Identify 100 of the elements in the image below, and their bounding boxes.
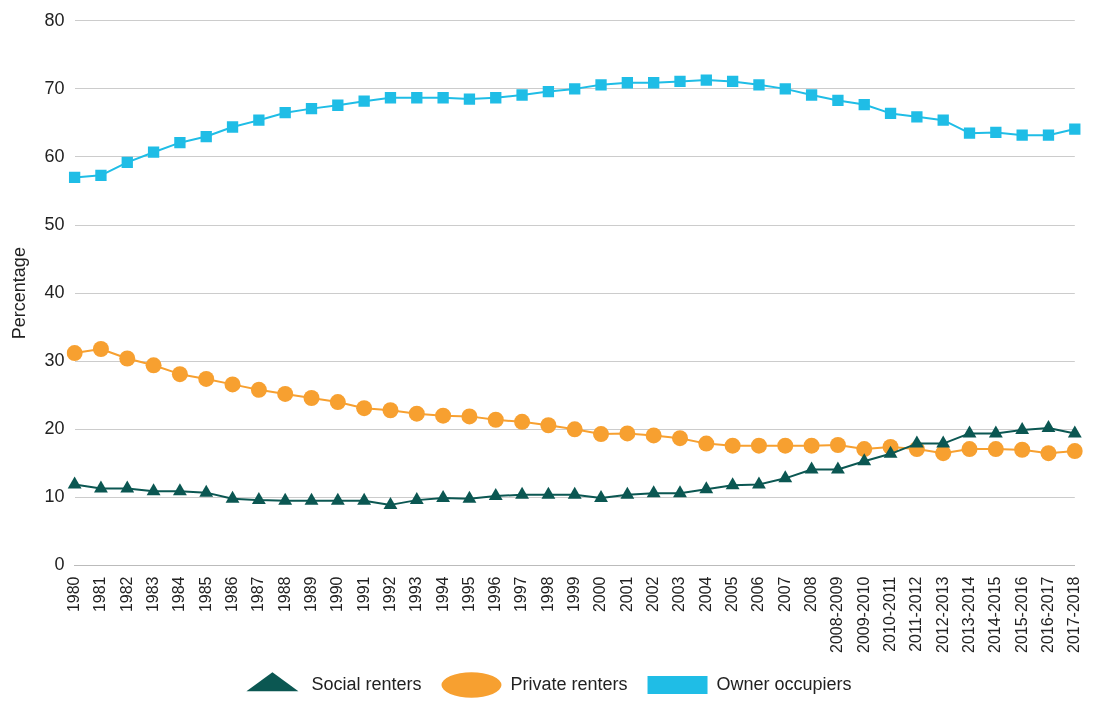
point xyxy=(329,394,346,411)
point xyxy=(541,486,556,499)
x-tick-label: 2011-2012 xyxy=(907,576,925,652)
point xyxy=(936,435,951,448)
x-tick-label: 1981 xyxy=(91,576,109,613)
point xyxy=(963,127,976,139)
x-tick-label: 1986 xyxy=(222,576,240,613)
x-tick-label: 2001 xyxy=(617,576,635,613)
x-tick-label: 2015-2016 xyxy=(1012,576,1030,653)
point xyxy=(988,425,1003,438)
point xyxy=(671,430,688,447)
y-tick-label: 50 xyxy=(44,214,65,235)
point xyxy=(1066,443,1083,460)
point xyxy=(987,441,1004,458)
y-tick-label: 60 xyxy=(44,145,65,166)
y-tick-label: 40 xyxy=(44,282,65,303)
point xyxy=(884,107,897,120)
point xyxy=(778,470,793,483)
point xyxy=(830,461,845,474)
point xyxy=(725,477,740,490)
point xyxy=(832,94,844,107)
point xyxy=(303,389,320,406)
point xyxy=(805,89,818,101)
point xyxy=(461,408,478,425)
y-tick-label: 30 xyxy=(44,350,65,371)
point xyxy=(94,480,108,493)
point xyxy=(171,366,188,383)
y-tick-label: 20 xyxy=(44,418,65,439)
point xyxy=(383,496,398,509)
x-tick-label: 2010-2011 xyxy=(880,576,898,652)
point xyxy=(542,85,555,98)
x-tick-label: 2002 xyxy=(644,576,662,613)
x-tick-label: 1996 xyxy=(486,576,504,613)
point xyxy=(567,486,582,499)
point xyxy=(858,98,870,111)
point xyxy=(803,437,820,454)
y-axis-title: Percentage xyxy=(8,247,29,340)
point xyxy=(174,137,186,149)
point xyxy=(436,490,451,503)
point xyxy=(621,77,634,89)
point xyxy=(619,425,636,442)
point xyxy=(962,425,977,438)
point xyxy=(673,485,687,498)
point xyxy=(330,492,345,505)
x-tick-label: 2016-2017 xyxy=(1038,576,1056,653)
point xyxy=(700,74,712,86)
point xyxy=(857,453,872,466)
point xyxy=(463,93,476,105)
point xyxy=(382,402,399,419)
point xyxy=(226,121,239,133)
x-tick-label: 1991 xyxy=(354,576,372,613)
point xyxy=(92,340,109,357)
x-tick-label: 1985 xyxy=(196,576,214,613)
point xyxy=(594,490,608,503)
point xyxy=(147,146,160,158)
point xyxy=(437,92,449,104)
point xyxy=(699,481,714,494)
x-tick-label: 2006 xyxy=(749,576,767,613)
x-tick-label: 1990 xyxy=(328,576,346,613)
point xyxy=(67,476,82,489)
x-tick-label: 1987 xyxy=(249,576,267,613)
x-tick-label: 2017-2018 xyxy=(1065,576,1083,653)
point xyxy=(384,92,397,104)
point xyxy=(620,486,635,499)
point xyxy=(224,376,241,393)
x-tick-label: 2005 xyxy=(723,576,741,613)
x-tick-label: 1993 xyxy=(407,576,425,613)
point xyxy=(990,126,1002,139)
x-tick-label: 2007 xyxy=(775,576,793,613)
point xyxy=(911,111,923,123)
point xyxy=(357,492,372,505)
point xyxy=(332,99,344,111)
y-tick-label: 0 xyxy=(54,554,65,575)
point xyxy=(1016,129,1028,141)
point xyxy=(648,77,660,89)
point xyxy=(514,413,531,430)
point xyxy=(356,400,373,417)
point xyxy=(1014,441,1031,458)
point xyxy=(490,92,502,104)
x-tick-label: 2013-2014 xyxy=(959,576,977,653)
point xyxy=(540,417,557,434)
point xyxy=(200,130,212,143)
point xyxy=(1041,419,1056,432)
point xyxy=(698,435,715,452)
x-tick-label: 2004 xyxy=(696,576,714,613)
point xyxy=(937,114,949,126)
point xyxy=(753,79,765,91)
point xyxy=(909,435,924,448)
x-tick-label: 1997 xyxy=(512,576,530,613)
x-tick-label: 1995 xyxy=(459,576,477,613)
y-tick-label: 10 xyxy=(44,486,65,507)
point xyxy=(253,114,265,126)
legend-label: Private renters xyxy=(510,673,628,694)
point xyxy=(487,411,504,428)
x-tick-label: 1982 xyxy=(117,576,135,613)
point xyxy=(883,445,898,458)
point xyxy=(305,102,318,115)
point xyxy=(119,350,136,367)
point xyxy=(804,461,819,474)
point xyxy=(646,485,661,498)
